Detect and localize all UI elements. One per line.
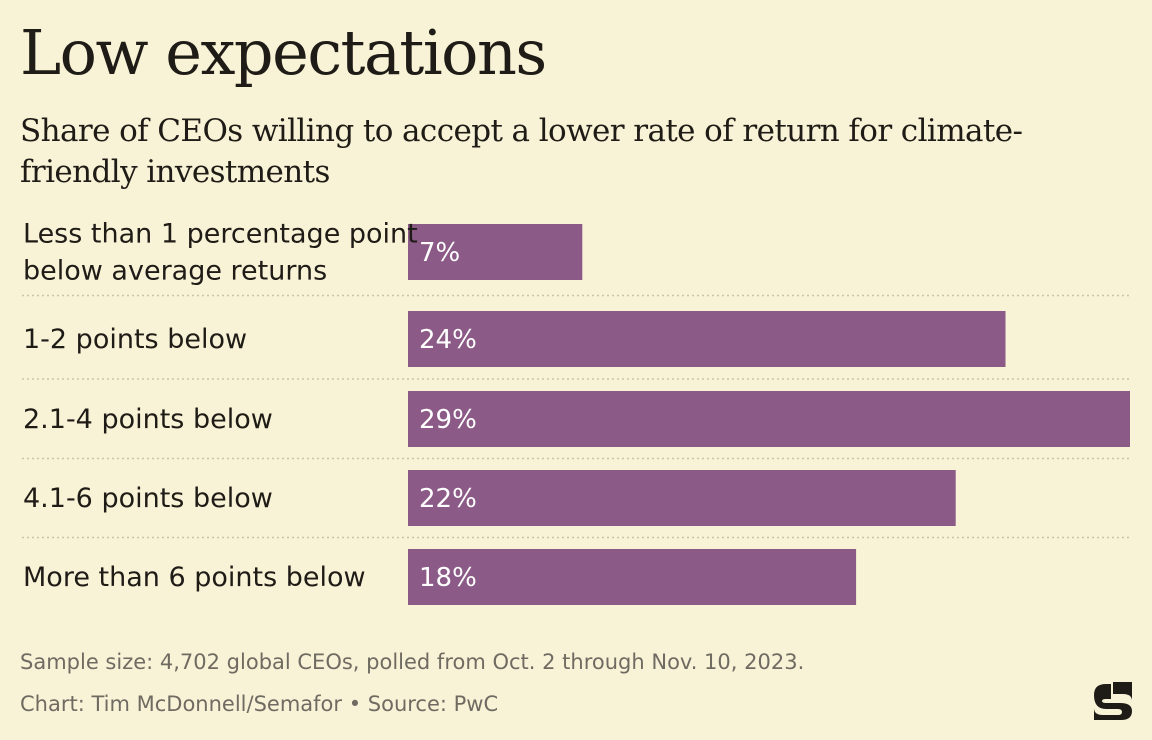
semafor-s-logo-icon xyxy=(1094,682,1132,720)
category-label: 2.1-4 points below xyxy=(23,404,273,435)
bar-4 xyxy=(408,470,956,526)
bar-value-label: 22% xyxy=(419,484,477,514)
bar-value-label: 24% xyxy=(419,325,477,355)
bar-value-label: 7% xyxy=(419,238,460,268)
sample-note: Sample size: 4,702 global CEOs, polled f… xyxy=(20,650,805,674)
credit-note: Chart: Tim McDonnell/Semafor • Source: P… xyxy=(20,692,499,716)
bar-value-label: 18% xyxy=(419,563,477,593)
category-label: More than 6 points below xyxy=(23,562,366,593)
category-label: 4.1-6 points below xyxy=(23,483,273,514)
bar-5 xyxy=(408,549,857,605)
category-label: 1-2 points below xyxy=(23,324,247,355)
bar-3 xyxy=(408,391,1130,447)
bar-chart: 7%Less than 1 percentage point below aver… xyxy=(22,219,1130,605)
bar-value-label: 29% xyxy=(419,405,477,435)
category-label: Less than 1 percentage point below averag… xyxy=(23,219,418,287)
chart-subtitle: Share of CEOs willing to accept a lower … xyxy=(20,113,1023,190)
bar-2 xyxy=(408,311,1006,367)
bar-1 xyxy=(408,224,583,280)
chart-title: Low expectations xyxy=(20,16,547,89)
